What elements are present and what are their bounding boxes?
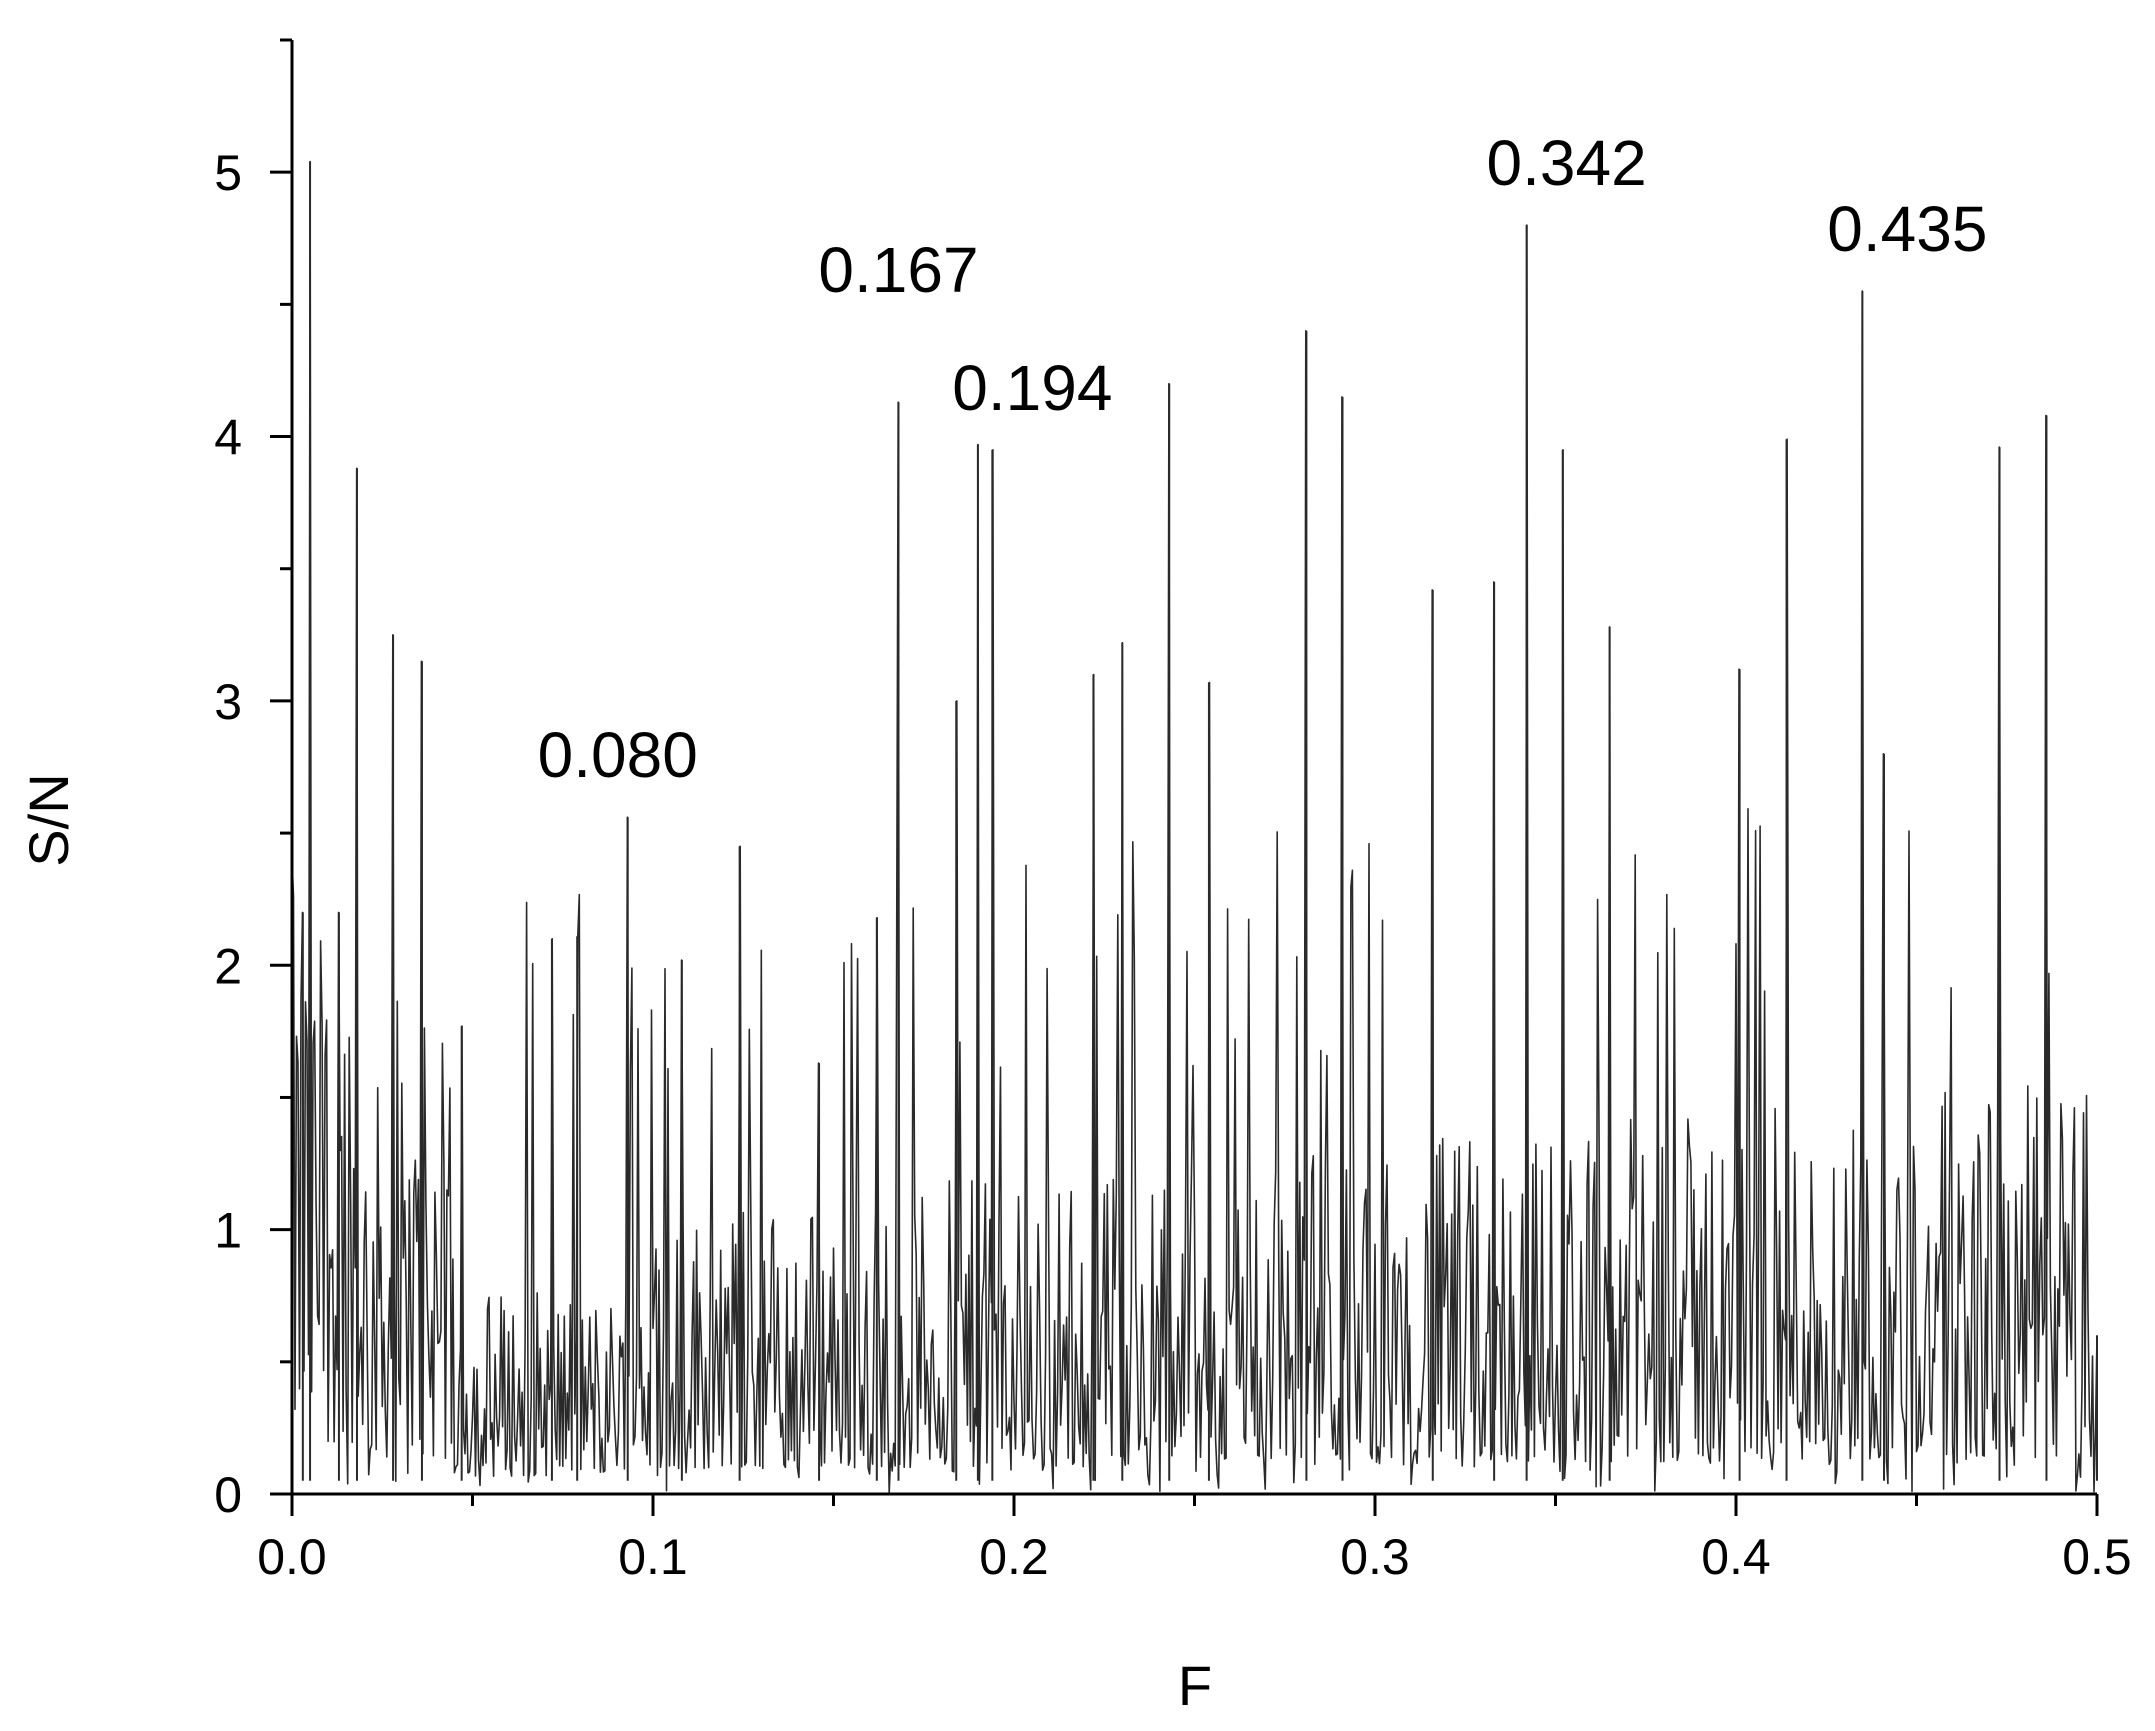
x-tick-label: 0.0 (257, 1529, 327, 1585)
peak-annotation: 0.194 (952, 352, 1112, 424)
peak-annotation: 0.080 (538, 719, 698, 791)
x-axis-title: F (1178, 1654, 1212, 1717)
tick-labels-layer: 0.0 0.1 0.2 0.3 0.4 0.5 0 1 2 3 4 5 (214, 145, 2132, 1585)
peak-annotation: 0.435 (1827, 193, 1987, 265)
x-tick-label: 0.5 (2062, 1529, 2132, 1585)
y-tick-label: 0 (214, 1467, 242, 1523)
x-tick-label: 0.2 (979, 1529, 1049, 1585)
y-tick-label: 3 (214, 674, 242, 730)
ticks-layer (270, 38, 2099, 1516)
peak-annotation: 0.167 (818, 234, 978, 306)
series-layer (291, 160, 2098, 1494)
peak-annotation: 0.342 (1487, 127, 1647, 199)
y-tick-label: 2 (214, 938, 242, 994)
spectrum-line (291, 160, 2098, 1494)
y-tick-label: 1 (214, 1203, 242, 1259)
y-tick-label: 5 (214, 145, 242, 201)
x-tick-label: 0.4 (1701, 1529, 1771, 1585)
y-tick-label: 4 (214, 410, 242, 466)
annotations-layer: 0.080 0.167 0.194 0.342 0.435 (538, 127, 1988, 791)
x-tick-label: 0.1 (618, 1529, 688, 1585)
x-tick-label: 0.3 (1340, 1529, 1410, 1585)
y-axis-title: S/N (17, 773, 80, 866)
